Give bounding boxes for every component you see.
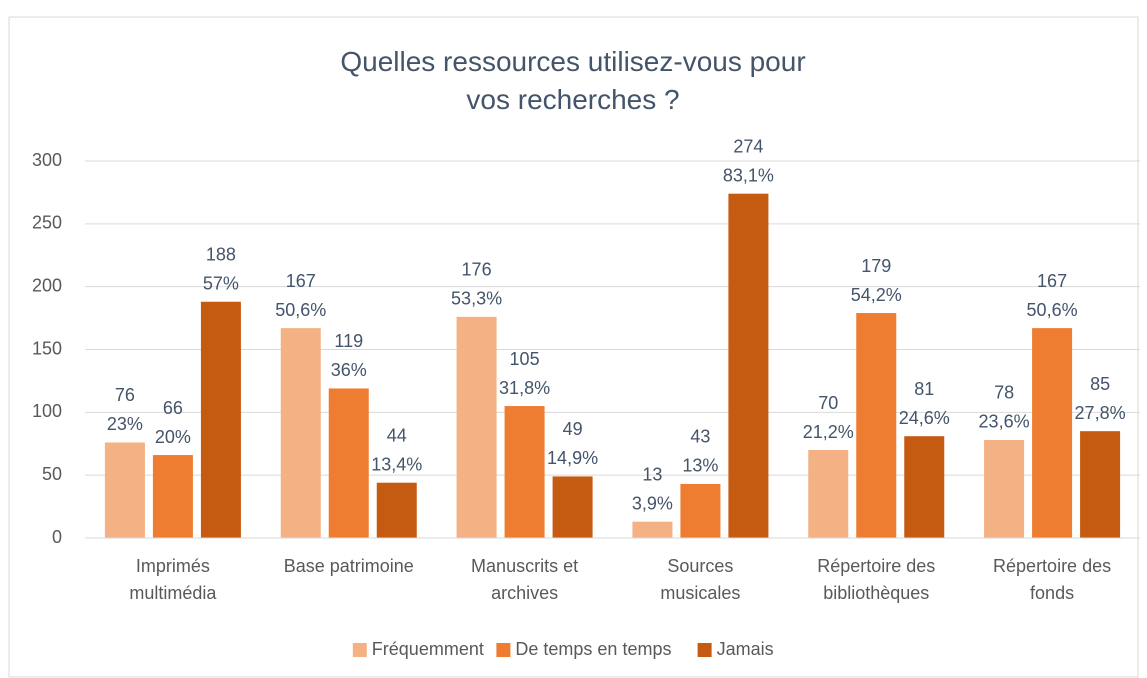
x-tick-label: Base patrimoine — [284, 556, 414, 576]
bar — [152, 455, 193, 538]
y-tick-label: 200 — [32, 275, 62, 295]
percent-label: 50,6% — [275, 300, 326, 320]
x-tick-label: Imprimés multimédia — [129, 556, 217, 603]
bar — [632, 521, 673, 538]
percent-label: 53,3% — [451, 289, 502, 309]
y-tick-label: 100 — [32, 401, 62, 421]
data-label: 81 — [914, 379, 934, 399]
percent-label: 14,9% — [547, 448, 598, 468]
percent-label: 31,8% — [499, 378, 550, 398]
bar — [328, 388, 369, 538]
legend-label: De temps en temps — [515, 639, 671, 659]
percent-label: 20% — [155, 427, 191, 447]
percent-label: 83,1% — [723, 165, 774, 185]
bar — [1080, 431, 1121, 538]
bar — [984, 439, 1025, 538]
x-tick-label: Manuscrits et archives — [471, 556, 578, 603]
percent-label: 23,6% — [979, 412, 1030, 432]
bar — [104, 442, 145, 538]
y-tick-label: 250 — [32, 213, 62, 233]
bar — [376, 482, 417, 538]
data-label: 119 — [334, 331, 363, 351]
data-label: 70 — [818, 393, 838, 413]
percent-label: 23% — [107, 414, 143, 434]
percent-label: 36% — [331, 360, 367, 380]
data-label: 66 — [163, 398, 183, 418]
y-tick-label: 0 — [52, 527, 62, 547]
chart-title: Quelles ressources utilisez-vous pour vos… — [340, 46, 805, 115]
data-label: 188 — [206, 244, 236, 264]
bar — [904, 436, 945, 538]
bar — [456, 316, 497, 538]
percent-label: 27,8% — [1075, 403, 1126, 423]
x-tick-label: Répertoire des fonds — [993, 556, 1111, 603]
data-label: 85 — [1090, 374, 1110, 394]
data-label: 176 — [462, 260, 492, 280]
bar — [808, 450, 849, 538]
legend-label: Jamais — [717, 639, 774, 659]
data-label: 13 — [642, 464, 662, 484]
data-label: 76 — [115, 385, 135, 405]
bar — [1032, 328, 1073, 538]
data-label: 78 — [994, 383, 1014, 403]
bar — [504, 406, 545, 538]
legend-swatch — [352, 643, 367, 657]
data-label: 49 — [563, 419, 583, 439]
percent-label: 13,4% — [371, 454, 422, 474]
data-label: 179 — [861, 256, 891, 276]
bar — [280, 328, 321, 538]
y-tick-label: 150 — [32, 338, 62, 358]
bar — [200, 301, 241, 538]
percent-label: 24,6% — [899, 408, 950, 428]
percent-label: 54,2% — [851, 285, 902, 305]
y-tick-label: 300 — [32, 150, 62, 170]
data-label: 167 — [286, 271, 316, 291]
bar — [680, 483, 721, 538]
data-label: 274 — [733, 136, 763, 156]
legend-label: Fréquemment — [372, 639, 484, 659]
data-label: 105 — [510, 349, 540, 369]
percent-label: 3,9% — [632, 493, 673, 513]
percent-label: 50,6% — [1027, 300, 1078, 320]
bar — [856, 313, 897, 538]
legend-swatch — [496, 643, 511, 657]
y-tick-label: 50 — [42, 464, 62, 484]
chart-border — [8, 16, 1139, 678]
percent-label: 13% — [682, 456, 718, 476]
legend-swatch — [697, 643, 712, 657]
data-label: 44 — [387, 425, 407, 445]
x-tick-label: Sources musicales — [660, 556, 740, 603]
x-tick-label: Répertoire des bibliothèques — [817, 556, 935, 603]
bar — [728, 193, 769, 538]
percent-label: 21,2% — [803, 422, 854, 442]
data-label: 43 — [690, 427, 710, 447]
data-label: 167 — [1037, 271, 1067, 291]
percent-label: 57% — [203, 273, 239, 293]
bar — [552, 476, 593, 538]
